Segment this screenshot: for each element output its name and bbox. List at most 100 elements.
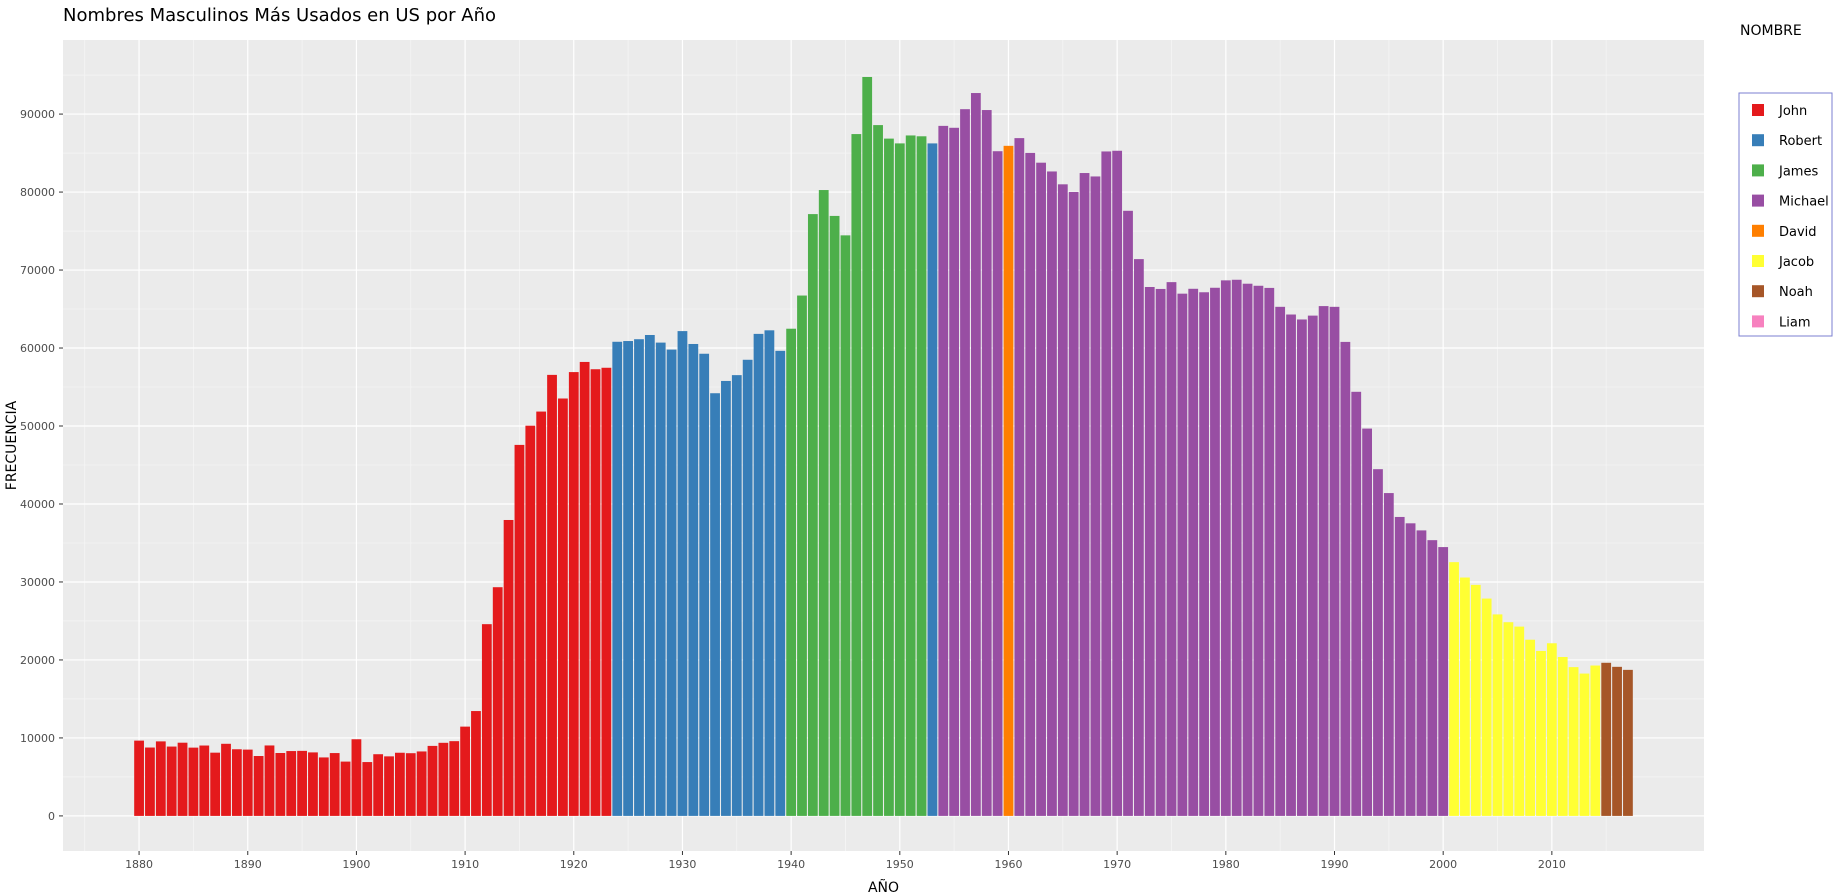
- bar: [275, 753, 286, 816]
- bar: [775, 350, 786, 816]
- bar: [764, 330, 775, 816]
- bar: [547, 374, 557, 816]
- bar: [449, 741, 460, 816]
- bar: [1340, 341, 1351, 816]
- bar: [862, 76, 873, 816]
- bar: [384, 756, 394, 816]
- bar: [590, 369, 601, 816]
- bar: [970, 93, 981, 816]
- bar: [1068, 191, 1079, 816]
- x-tick-label: 1980: [1212, 858, 1240, 871]
- x-tick-label: 2000: [1429, 858, 1457, 871]
- bar: [297, 750, 307, 816]
- bar: [721, 380, 731, 816]
- bar: [1144, 286, 1155, 816]
- bar: [1123, 210, 1133, 816]
- bar: [395, 752, 405, 816]
- legend-label: Jacob: [1778, 255, 1814, 270]
- y-tick-label: 0: [48, 810, 55, 823]
- bar: [210, 752, 221, 816]
- bar: [699, 353, 710, 816]
- bar: [405, 753, 416, 816]
- bar: [1590, 665, 1601, 816]
- x-tick-label: 1920: [560, 858, 588, 871]
- bar: [1242, 283, 1253, 816]
- bar: [1307, 315, 1318, 816]
- bar: [894, 143, 905, 816]
- bars: [134, 76, 1633, 816]
- bar: [492, 587, 503, 816]
- bar: [166, 746, 177, 816]
- y-tick-label: 10000: [20, 732, 55, 745]
- bar: [1318, 306, 1329, 816]
- legend-label: Liam: [1779, 315, 1810, 330]
- bar: [1003, 145, 1014, 816]
- y-tick-label: 80000: [20, 186, 55, 199]
- x-axis: 1880 1890 1900 1910 1920 1930 1940 1950 1960 1970…: [125, 851, 1566, 871]
- bar: [221, 743, 231, 816]
- bar: [753, 333, 764, 816]
- bar: [1112, 150, 1123, 816]
- bar: [1090, 176, 1101, 816]
- x-tick-label: 1890: [234, 858, 262, 871]
- bar: [873, 125, 883, 816]
- bar: [1427, 540, 1438, 816]
- bar: [840, 235, 851, 816]
- bar: [134, 740, 144, 816]
- legend-swatch: [1752, 315, 1764, 328]
- x-tick-label: 1990: [1321, 858, 1349, 871]
- legend-label: John: [1778, 104, 1807, 119]
- bar: [416, 751, 427, 816]
- bar: [1036, 162, 1046, 816]
- bar: [1546, 643, 1557, 816]
- bar: [1470, 584, 1481, 816]
- legend-label: Michael: [1779, 195, 1829, 210]
- bar: [1275, 306, 1286, 816]
- bar: [884, 138, 894, 816]
- bar: [1601, 662, 1612, 816]
- legend-label: James: [1778, 164, 1818, 179]
- bar: [807, 214, 818, 816]
- bar: [536, 411, 547, 816]
- bar: [253, 756, 264, 816]
- bar: [851, 134, 862, 816]
- bar: [634, 339, 644, 816]
- bar: [145, 747, 155, 816]
- bar: [351, 739, 362, 816]
- bar: [1514, 626, 1525, 816]
- bar: [568, 372, 579, 816]
- bar: [612, 341, 623, 816]
- bar: [655, 342, 666, 816]
- bar: [1220, 280, 1231, 816]
- bar: [155, 741, 166, 816]
- bar: [264, 745, 275, 816]
- bar: [1460, 577, 1470, 816]
- legend-label: Noah: [1779, 285, 1813, 300]
- bar: [742, 359, 753, 816]
- bar: [1188, 288, 1199, 816]
- chart-title: Nombres Masculinos Más Usados en US por …: [63, 5, 496, 26]
- bar: [949, 127, 960, 816]
- bar: [992, 151, 1003, 816]
- y-tick-label: 60000: [20, 342, 55, 355]
- bar: [1481, 598, 1492, 816]
- bar: [503, 519, 514, 816]
- legend-label: David: [1779, 225, 1817, 240]
- legend: NOMBRE John Robert James Michael David Jacob N…: [1738, 23, 1833, 337]
- bar: [1079, 173, 1090, 816]
- bar: [1155, 288, 1166, 816]
- bar: [188, 747, 199, 816]
- bar: [1351, 391, 1362, 816]
- x-axis-title: AÑO: [868, 879, 899, 896]
- legend-swatch: [1752, 194, 1764, 207]
- bar: [1383, 493, 1394, 816]
- bar: [644, 334, 655, 816]
- bar: [601, 367, 612, 816]
- bar: [1405, 523, 1416, 816]
- bar: [1329, 306, 1340, 816]
- y-tick-label: 90000: [20, 108, 55, 121]
- x-tick-label: 1880: [125, 858, 153, 871]
- bar: [329, 753, 340, 816]
- bar: [438, 742, 449, 816]
